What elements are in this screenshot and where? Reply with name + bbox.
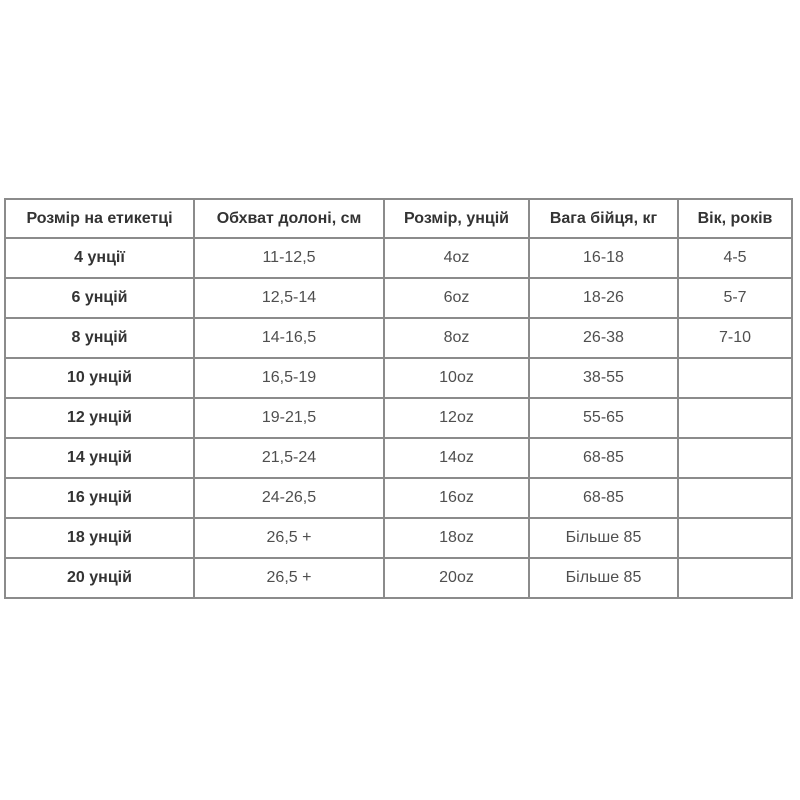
column-header: Розмір, унцій — [383, 198, 530, 239]
value-cell: 26-38 — [528, 317, 679, 359]
value-cell: 18-26 — [528, 277, 679, 319]
value-cell: 68-85 — [528, 437, 679, 479]
value-cell: 20oz — [383, 557, 530, 599]
value-cell — [677, 437, 793, 479]
value-cell: 18oz — [383, 517, 530, 559]
value-cell: 16oz — [383, 477, 530, 519]
value-cell — [677, 557, 793, 599]
row-label-cell: 14 унцій — [4, 437, 195, 479]
value-cell: 6oz — [383, 277, 530, 319]
table-row: 12 унцій 19-21,5 12oz 55-65 — [4, 397, 793, 439]
row-label-cell: 18 унцій — [4, 517, 195, 559]
value-cell: 16-18 — [528, 237, 679, 279]
value-cell: 14-16,5 — [193, 317, 385, 359]
value-cell: 55-65 — [528, 397, 679, 439]
row-label-cell: 16 унцій — [4, 477, 195, 519]
table-row: 10 унцій 16,5-19 10oz 38-55 — [4, 357, 793, 399]
value-cell: 12oz — [383, 397, 530, 439]
column-header: Вага бійця, кг — [528, 198, 679, 239]
column-header: Обхват долоні, см — [193, 198, 385, 239]
value-cell: 26,5 + — [193, 557, 385, 599]
value-cell: 16,5-19 — [193, 357, 385, 399]
row-label-cell: 20 унцій — [4, 557, 195, 599]
value-cell: 14oz — [383, 437, 530, 479]
table-row: 14 унцій 21,5-24 14oz 68-85 — [4, 437, 793, 479]
value-cell: 7-10 — [677, 317, 793, 359]
value-cell: 68-85 — [528, 477, 679, 519]
value-cell: 4oz — [383, 237, 530, 279]
value-cell: 12,5-14 — [193, 277, 385, 319]
value-cell: 11-12,5 — [193, 237, 385, 279]
value-cell — [677, 477, 793, 519]
size-chart-table: Розмір на етикетці Обхват долоні, см Розмі… — [4, 198, 793, 599]
table-row: 6 унцій 12,5-14 6oz 18-26 5-7 — [4, 277, 793, 319]
header-row: Розмір на етикетці Обхват долоні, см Розмі… — [4, 198, 793, 239]
value-cell — [677, 397, 793, 439]
value-cell — [677, 517, 793, 559]
row-label-cell: 10 унцій — [4, 357, 195, 399]
value-cell: 38-55 — [528, 357, 679, 399]
row-label-cell: 4 унції — [4, 237, 195, 279]
table-row: 8 унцій 14-16,5 8oz 26-38 7-10 — [4, 317, 793, 359]
table-row: 18 унцій 26,5 +18oz Більше 85 — [4, 517, 793, 559]
table-row: 4 унції 11-12,5 4oz 16-18 4-5 — [4, 237, 793, 279]
row-label-cell: 12 унцій — [4, 397, 195, 439]
size-chart-container: Розмір на етикетці Обхват долоні, см Розмі… — [4, 198, 793, 599]
value-cell: 19-21,5 — [193, 397, 385, 439]
value-cell: 26,5 + — [193, 517, 385, 559]
value-cell: 5-7 — [677, 277, 793, 319]
value-cell: 21,5-24 — [193, 437, 385, 479]
value-cell: 24-26,5 — [193, 477, 385, 519]
value-cell: Більше 85 — [528, 517, 679, 559]
table-row: 16 унцій 24-26,5 16oz 68-85 — [4, 477, 793, 519]
value-cell: 8oz — [383, 317, 530, 359]
row-label-cell: 6 унцій — [4, 277, 195, 319]
value-cell: 10oz — [383, 357, 530, 399]
value-cell: 4-5 — [677, 237, 793, 279]
value-cell — [677, 357, 793, 399]
value-cell: Більше 85 — [528, 557, 679, 599]
row-label-cell: 8 унцій — [4, 317, 195, 359]
table-body: 4 унції 11-12,5 4oz 16-18 4-5 6 унцій 12,5-14 6… — [4, 237, 793, 599]
column-header: Розмір на етикетці — [4, 198, 195, 239]
table-row: 20 унцій 26,5 +20oz Більше 85 — [4, 557, 793, 599]
column-header: Вік, років — [677, 198, 793, 239]
